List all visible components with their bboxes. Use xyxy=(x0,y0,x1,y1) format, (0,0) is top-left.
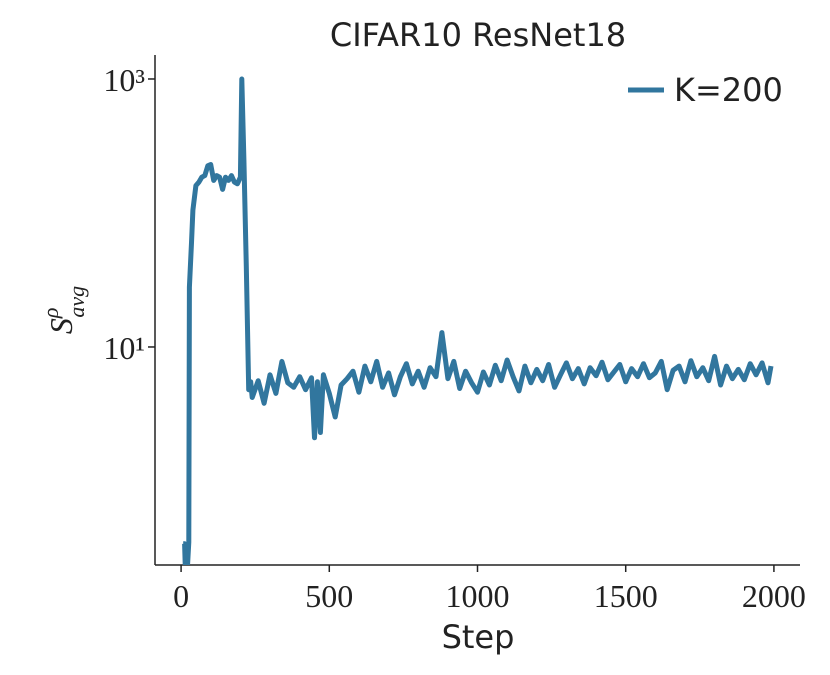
y-axis-label: Sρavg xyxy=(38,286,89,334)
x-tick-label: 0 xyxy=(173,578,189,614)
x-tick-label: 1000 xyxy=(446,578,510,614)
legend-label: K=200 xyxy=(674,71,783,109)
y-tick-label: 10¹ xyxy=(103,330,145,366)
x-tick-label: 500 xyxy=(305,578,353,614)
y-label-sub: avg xyxy=(64,286,89,318)
x-tick-label: 2000 xyxy=(742,578,806,614)
x-tick-label: 1500 xyxy=(594,578,658,614)
chart-title: CIFAR10 ResNet18 xyxy=(330,16,626,54)
plot-area xyxy=(182,76,774,565)
x-axis-label: Step xyxy=(442,618,515,656)
y-label-base: S xyxy=(43,318,79,334)
y-label-sup: ρ xyxy=(38,308,63,320)
data-line xyxy=(182,76,774,565)
y-tick-label: 10³ xyxy=(103,62,145,98)
